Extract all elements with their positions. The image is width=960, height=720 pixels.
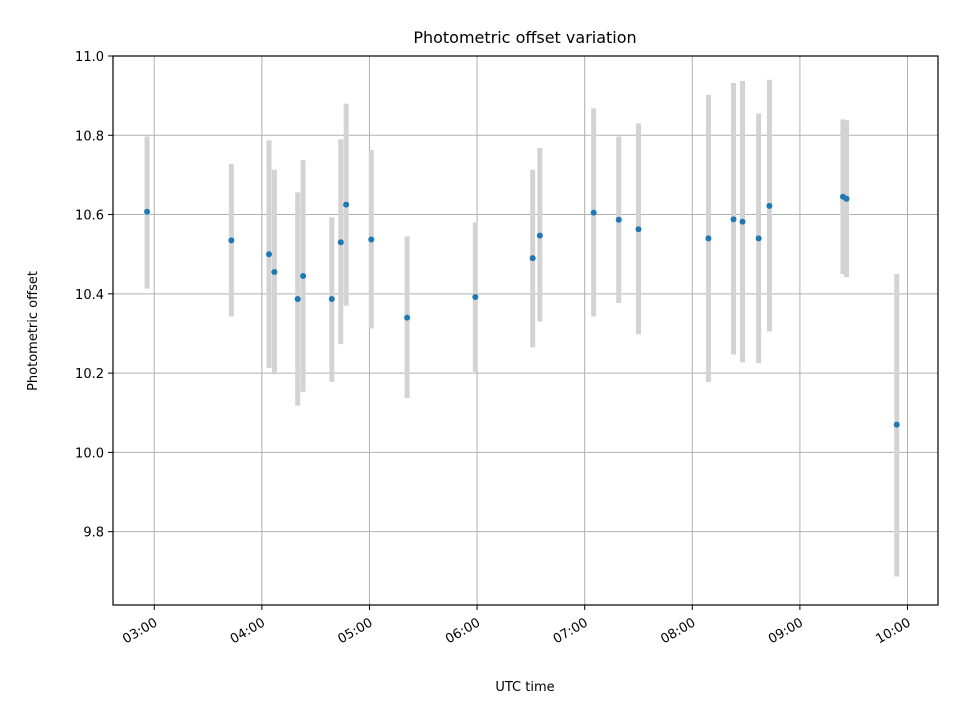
y-tick-label: 9.8 bbox=[83, 526, 104, 541]
grid bbox=[113, 55, 938, 605]
data-point bbox=[755, 235, 762, 242]
x-tick-label: 08:00 bbox=[658, 615, 698, 647]
data-point bbox=[536, 232, 543, 239]
y-tick-label: 10.8 bbox=[75, 129, 104, 144]
x-axis-label: UTC time bbox=[495, 680, 554, 695]
data-point bbox=[266, 251, 273, 258]
data-point bbox=[730, 216, 737, 223]
x-tick-label: 06:00 bbox=[443, 615, 483, 647]
data-point bbox=[739, 218, 746, 225]
data-point bbox=[271, 269, 278, 276]
data-point bbox=[300, 272, 307, 279]
chart-title: Photometric offset variation bbox=[413, 28, 636, 47]
data-point bbox=[766, 202, 773, 209]
data-point bbox=[615, 216, 622, 223]
data-point bbox=[144, 208, 151, 215]
data-point bbox=[228, 237, 235, 244]
data-point bbox=[893, 421, 900, 428]
x-tick-label: 09:00 bbox=[766, 615, 806, 647]
x-tick-label: 03:00 bbox=[120, 615, 160, 647]
axis-ticks: 03:00 04:00 05:00 06:00 07:00 08:00 09:00 10:00… bbox=[75, 50, 913, 647]
data-point bbox=[705, 235, 712, 242]
y-tick-label: 10.6 bbox=[75, 209, 104, 224]
error-bars bbox=[144, 79, 900, 577]
data-points bbox=[144, 193, 900, 428]
y-tick-label: 10.4 bbox=[75, 288, 104, 303]
data-point bbox=[328, 295, 335, 302]
data-point bbox=[343, 201, 350, 208]
y-tick-label: 11.0 bbox=[75, 50, 104, 65]
data-point bbox=[529, 255, 536, 262]
data-point bbox=[368, 236, 375, 243]
data-point bbox=[843, 195, 850, 202]
data-point bbox=[635, 226, 642, 233]
plot-frame bbox=[112, 55, 939, 606]
y-tick-label: 10.0 bbox=[75, 446, 104, 461]
data-point bbox=[404, 314, 411, 321]
data-point bbox=[472, 294, 479, 301]
y-axis-label: Photometric offset bbox=[26, 271, 41, 391]
y-tick-label: 10.2 bbox=[75, 367, 104, 382]
x-tick-label: 04:00 bbox=[228, 615, 268, 647]
x-tick-label: 10:00 bbox=[874, 615, 914, 647]
x-tick-label: 07:00 bbox=[551, 615, 591, 647]
x-tick-label: 05:00 bbox=[336, 615, 376, 647]
data-point bbox=[294, 295, 301, 302]
data-point bbox=[590, 209, 597, 216]
data-point bbox=[337, 239, 344, 246]
